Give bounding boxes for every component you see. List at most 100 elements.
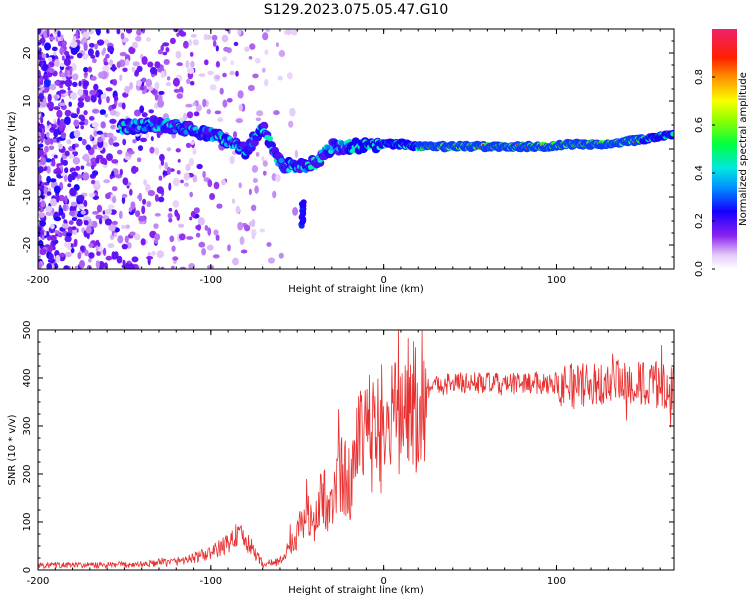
heatmap-cell bbox=[63, 174, 68, 182]
heatmap-cell bbox=[69, 187, 77, 197]
heatmap-cell bbox=[88, 258, 92, 263]
heatmap-cell bbox=[102, 141, 108, 148]
heatmap-cell bbox=[227, 244, 231, 252]
heatmap-cell bbox=[86, 265, 92, 269]
heatmap-cell bbox=[215, 234, 220, 241]
heatmap-cell bbox=[138, 192, 143, 202]
heatmap-cell bbox=[222, 72, 227, 78]
heatmap-cell bbox=[292, 207, 299, 216]
heatmap-cell bbox=[107, 45, 115, 53]
heatmap-cell bbox=[176, 32, 180, 37]
heatmap-cell bbox=[53, 51, 57, 56]
heatmap-cell bbox=[192, 102, 196, 106]
heatmap-cell bbox=[90, 179, 96, 185]
heatmap-cell bbox=[172, 256, 179, 261]
heatmap-cell bbox=[190, 60, 195, 68]
heatmap-cell bbox=[59, 84, 64, 89]
heatmap-cell bbox=[47, 244, 53, 253]
heatmap-cell bbox=[109, 118, 117, 124]
heatmap-cell bbox=[189, 80, 195, 86]
heatmap-cell bbox=[251, 165, 258, 173]
heatmap-cell bbox=[107, 204, 115, 209]
heatmap-cell bbox=[38, 148, 44, 157]
heatmap-cell bbox=[222, 99, 228, 108]
heatmap-cell bbox=[66, 139, 72, 145]
heatmap-cell bbox=[157, 99, 165, 108]
heatmap-cell bbox=[89, 193, 95, 198]
heatmap-cell bbox=[93, 83, 99, 91]
heatmap-cell bbox=[75, 165, 81, 171]
heatmap-cell bbox=[77, 97, 83, 103]
heatmap-cell bbox=[238, 104, 243, 112]
heatmap-cell bbox=[146, 37, 151, 42]
heatmap-cell bbox=[38, 230, 41, 238]
heatmap-cell bbox=[46, 175, 51, 184]
heatmap-cell bbox=[85, 144, 92, 151]
heatmap-cell bbox=[95, 260, 100, 269]
heatmap-cell bbox=[145, 184, 151, 193]
heatmap-cell bbox=[71, 143, 76, 150]
heatmap-cell bbox=[91, 140, 98, 145]
heatmap-cell bbox=[169, 37, 176, 45]
heatmap-cell bbox=[285, 29, 292, 36]
heatmap-cell bbox=[219, 87, 224, 95]
colorbar-gradient bbox=[712, 29, 737, 269]
heatmap-cell bbox=[84, 72, 88, 76]
heatmap-cell bbox=[192, 39, 199, 46]
heatmap-cell bbox=[38, 86, 45, 91]
heatmap-cell bbox=[188, 39, 192, 47]
heatmap-cell bbox=[157, 49, 163, 55]
heatmap-cell bbox=[59, 89, 66, 94]
heatmap-cell bbox=[229, 155, 235, 165]
heatmap-cell bbox=[121, 196, 126, 205]
heatmap-cell bbox=[39, 248, 47, 255]
heatmap-cell bbox=[156, 186, 164, 194]
heatmap-cell bbox=[141, 90, 146, 95]
heatmap-cell bbox=[252, 73, 259, 79]
heatmap-cell bbox=[185, 103, 193, 108]
heatmap-cell bbox=[51, 160, 56, 167]
heatmap-cell bbox=[180, 179, 184, 184]
heatmap-cell bbox=[190, 34, 197, 38]
heatmap-cell bbox=[95, 157, 100, 164]
heatmap-cell bbox=[66, 232, 72, 237]
heatmap-cell bbox=[139, 86, 145, 91]
x-tick-label: 0 bbox=[380, 275, 386, 286]
heatmap-cell bbox=[83, 42, 88, 52]
heatmap-cell bbox=[70, 201, 78, 207]
y-tick-label: -20 bbox=[22, 237, 33, 253]
heatmap-cell bbox=[189, 51, 194, 57]
heatmap-cell bbox=[209, 84, 217, 91]
heatmap-cell bbox=[98, 97, 102, 105]
heatmap-cell bbox=[113, 95, 119, 102]
heatmap-cell bbox=[108, 224, 116, 232]
heatmap-cell bbox=[176, 170, 181, 175]
heatmap-cell bbox=[95, 180, 100, 188]
heatmap-cell bbox=[136, 29, 142, 36]
x-tick-label: 100 bbox=[547, 275, 566, 286]
heatmap-cell bbox=[103, 179, 110, 184]
heatmap-cell bbox=[104, 218, 112, 226]
heatmap-cell bbox=[133, 233, 141, 241]
heatmap-cell bbox=[54, 59, 60, 67]
heatmap-cell bbox=[216, 203, 223, 209]
heatmap-cell bbox=[71, 171, 78, 178]
heatmap-cell bbox=[93, 130, 98, 137]
heatmap-cell bbox=[168, 218, 173, 223]
heatmap-cell bbox=[235, 118, 243, 124]
heatmap-cell bbox=[212, 40, 217, 47]
heatmap-cell bbox=[108, 137, 114, 146]
heatmap-cell bbox=[244, 46, 250, 52]
heatmap-cell bbox=[172, 200, 180, 208]
heatmap-cell bbox=[185, 142, 192, 148]
snr-panel: -200 -100 0 100 0 100 200 300 400 500 Height of s… bbox=[7, 320, 675, 596]
heatmap-cell bbox=[48, 68, 55, 74]
heatmap-cell bbox=[53, 185, 61, 194]
heatmap-cell bbox=[175, 50, 182, 59]
heatmap-cell bbox=[165, 47, 170, 53]
heatmap-cell bbox=[111, 104, 117, 110]
heatmap-cell bbox=[97, 39, 105, 46]
heatmap-cell bbox=[139, 105, 145, 114]
heatmap-cell bbox=[165, 81, 172, 87]
heatmap-cell bbox=[121, 224, 125, 230]
